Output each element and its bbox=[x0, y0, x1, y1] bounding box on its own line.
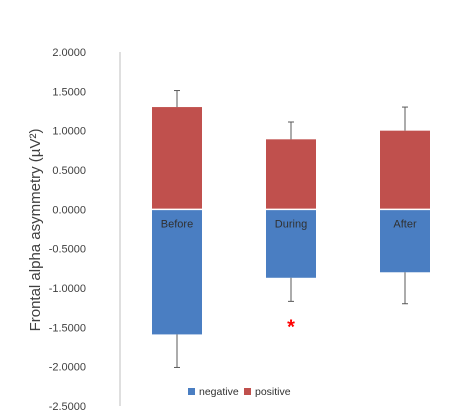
y-tick-label: -2.5000 bbox=[49, 401, 86, 413]
legend-swatch-negative bbox=[188, 388, 195, 395]
bar-positive bbox=[380, 130, 430, 210]
bar-positive bbox=[266, 139, 316, 210]
y-tick-label: -2.0000 bbox=[49, 362, 86, 374]
y-tick-label: -1.0000 bbox=[49, 283, 86, 295]
legend-label-negative: negative bbox=[199, 386, 239, 398]
legend-label-positive: positive bbox=[255, 386, 291, 398]
significance-marker: * bbox=[287, 316, 295, 338]
category-label: During bbox=[275, 218, 307, 230]
legend-swatch-positive bbox=[244, 388, 251, 395]
y-tick-label: -0.5000 bbox=[49, 244, 86, 256]
category-labels: Before During After * bbox=[161, 218, 417, 338]
y-axis-label: Frontal alpha asymmetry (µV²) bbox=[27, 129, 44, 332]
y-axis: 2.0000 1.5000 1.0000 0.5000 0.0000 -0.5000 -1.… bbox=[49, 47, 121, 413]
y-tick-label: 0.5000 bbox=[52, 165, 86, 177]
bar-negative bbox=[380, 209, 430, 273]
bar-negative bbox=[152, 209, 202, 335]
y-tick-label: 1.0000 bbox=[52, 126, 86, 138]
bar-negative bbox=[266, 209, 316, 278]
plot-area bbox=[152, 90, 430, 368]
y-tick-label: 0.0000 bbox=[52, 204, 86, 216]
bar-positive bbox=[152, 107, 202, 210]
y-tick-label: 2.0000 bbox=[52, 47, 86, 59]
category-label: Before bbox=[161, 218, 193, 230]
y-tick-label: 1.5000 bbox=[52, 86, 86, 98]
legend: negative positive bbox=[188, 386, 291, 398]
y-tick-label: -1.5000 bbox=[49, 322, 86, 334]
category-label: After bbox=[393, 218, 417, 230]
